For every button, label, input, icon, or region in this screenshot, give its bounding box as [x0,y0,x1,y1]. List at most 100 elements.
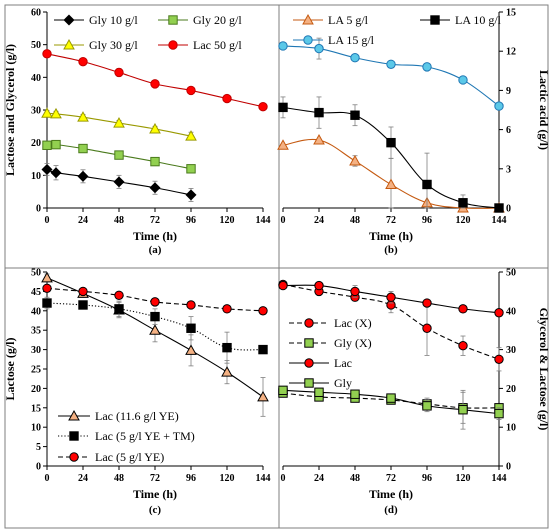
legend-marker [69,452,79,462]
y-tick-label: 9 [506,86,511,97]
data-point [313,134,325,145]
x-tick-label: 24 [314,473,324,484]
data-point [278,41,288,51]
legend-entry: Gly 20 g/l [158,13,242,27]
data-point [386,59,396,69]
data-point [42,49,52,59]
y-tick-label: 30 [31,345,41,356]
data-point [50,167,62,179]
data-point [150,297,160,307]
x-tick-label: 144 [492,215,507,226]
data-point [458,75,468,85]
y-tick-label: 15 [506,8,516,19]
y-tick-label: 10 [31,171,41,182]
data-point [114,67,124,78]
series-lac-5-g-l-ye [42,283,268,316]
data-point [222,304,232,314]
data-point [278,102,288,113]
data-point [51,139,61,150]
legend-marker [69,431,79,441]
data-point [41,107,53,118]
y-tick-label: 0 [36,462,41,473]
data-point [77,170,89,182]
legend-marker [303,35,313,45]
chart-panel-1: 0 24 48 72 96 120 144 0 10 20 30 40 50 60 Time (h) Lact… [3,4,280,269]
series-lac [278,280,504,318]
data-point [149,182,161,194]
data-point [349,154,361,166]
data-point [78,143,88,154]
legend-marker [68,409,80,421]
legend-label: Gly 10 g/l [89,13,138,27]
series-lac-5-g-l-ye-tm [42,296,268,364]
data-point [150,79,160,89]
data-point [258,102,268,112]
panel-label: (a) [149,244,162,256]
y-axis-title: Lactose and Glycerol (g/l) [3,44,17,176]
legend-entry: Lac 50 g/l [158,38,242,52]
data-point [458,304,468,314]
data-point [494,101,504,111]
data-point [42,298,52,308]
x-axis-title: Time (h) [133,487,177,501]
y-tick-label: 30 [31,106,41,117]
data-point [114,304,124,314]
legend-entry: Gly [289,376,352,390]
x-tick-label: 0 [45,473,50,484]
y-tick-label: 20 [506,384,516,395]
y-tick-label: 45 [31,287,41,298]
series-gly-20-g-l [42,139,196,174]
y-tick-label: 20 [31,138,41,149]
data-point [150,156,160,167]
data-point [42,283,52,293]
data-point [277,139,289,150]
x-tick-label: 72 [150,473,160,484]
series-gly-30-g-l [41,107,197,141]
x-axis-title: Time (h) [133,229,177,243]
legend-label: LA 15 g/l [328,33,375,47]
legend-label: Lac (5 g/l YE) [95,450,164,464]
legend-entry: Gly 10 g/l [54,13,138,27]
legend-label: LA 5 g/l [328,13,369,27]
legend-marker [168,15,178,25]
data-point [386,393,396,403]
data-point [42,140,52,150]
panel-label: (d) [384,504,398,516]
x-tick-label: 72 [386,473,396,484]
legend-entry: Gly 30 g/l [54,38,138,52]
x-tick-label: 48 [350,215,360,226]
legend-marker [304,358,314,368]
x-tick-label: 72 [386,215,396,226]
data-point [458,405,468,415]
y-tick-label: 40 [31,306,41,317]
legend-label: Lac [334,356,352,370]
legend-label: Lac (11.6 g/l YE) [95,409,179,423]
x-tick-label: 48 [114,215,124,226]
x-tick-label: 144 [256,473,271,484]
legend-label: Gly 20 g/l [193,13,242,27]
data-point [113,117,125,128]
legend-entry: LA 15 g/l [293,33,375,47]
series-la-15-g-l [278,37,504,111]
data-point [314,107,324,118]
data-point [185,344,197,355]
x-tick-label: 120 [456,473,471,484]
x-tick-label: 144 [256,215,271,226]
data-point [494,308,504,318]
y-tick-label: 20 [31,384,41,395]
y-tick-label: 25 [31,365,41,376]
data-point [494,203,504,213]
data-point [41,271,53,283]
series-line [282,45,500,107]
legend-marker [304,338,314,348]
data-point [494,354,504,364]
data-point [257,390,269,402]
data-point [422,62,432,72]
data-point [186,323,196,333]
y-tick-label: 60 [31,8,41,19]
y-tick-label: 40 [506,306,516,317]
legend-label: LA 10 g/l [455,13,502,27]
panel-label: (b) [384,244,398,256]
x-tick-label: 120 [456,215,471,226]
data-point [422,179,432,190]
